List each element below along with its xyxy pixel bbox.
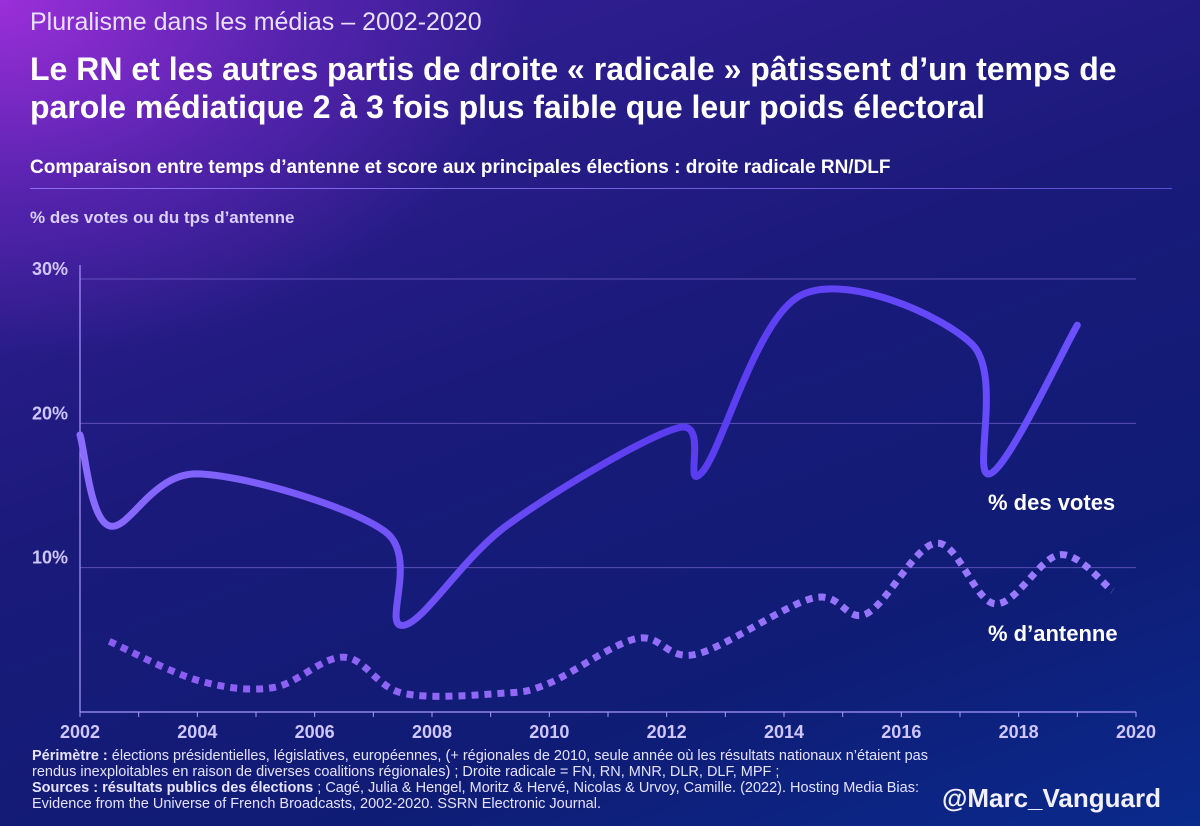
y-axis-label: % des votes ou du tps d’antenne xyxy=(30,208,295,227)
x-tick-label-2012: 2012 xyxy=(647,722,687,742)
y-tick-label-10: 10% xyxy=(32,548,68,568)
footnote-perimetre-text: élections présidentielles, législatives,… xyxy=(32,748,928,780)
axes: 10% 20% 30% 2002 2004 2006 2008 2010 2012 2014 201… xyxy=(32,259,1156,742)
footnote: Périmètre : élections présidentielles, l… xyxy=(32,748,932,812)
series-antenne-line xyxy=(107,539,1115,700)
footnote-sources-text: ; Cagé, Julia & Hengel, Moritz & Hervé, … xyxy=(32,780,919,812)
chart-subtitle: Comparaison entre temps d’antenne et sco… xyxy=(30,157,891,178)
x-tick-label-2002: 2002 xyxy=(60,722,100,742)
gridlines xyxy=(80,278,1136,569)
labels: % des votes % d’antenne xyxy=(988,490,1118,646)
footnote-sources-label: Sources : résultats publics des élection… xyxy=(32,780,314,796)
x-tick-label-2008: 2008 xyxy=(412,722,452,742)
x-tick-label-2010: 2010 xyxy=(529,722,569,742)
x-tick-label-2006: 2006 xyxy=(295,722,335,742)
kicker-title: Pluralisme dans les médias – 2002-2020 xyxy=(30,8,482,36)
x-tick-label-2018: 2018 xyxy=(999,722,1039,742)
x-tick-label-2020: 2020 xyxy=(1116,722,1156,742)
x-tick-label-2004: 2004 xyxy=(177,722,217,742)
series-votes-line xyxy=(76,285,1081,629)
series-label-antenne: % d’antenne xyxy=(988,621,1118,646)
y-tick-label-20: 20% xyxy=(32,403,68,423)
series xyxy=(76,285,1115,700)
footnote-perimetre-label: Périmètre : xyxy=(32,748,108,764)
author-handle: @Marc_Vanguard xyxy=(942,783,1161,813)
y-tick-label-30: 30% xyxy=(32,259,68,279)
x-tick-label-2014: 2014 xyxy=(764,722,804,742)
x-tick-label-2016: 2016 xyxy=(881,722,921,742)
series-label-votes: % des votes xyxy=(988,490,1115,515)
subtitle-divider xyxy=(30,188,1172,189)
headline: Le RN et les autres partis de droite « r… xyxy=(30,51,1117,125)
